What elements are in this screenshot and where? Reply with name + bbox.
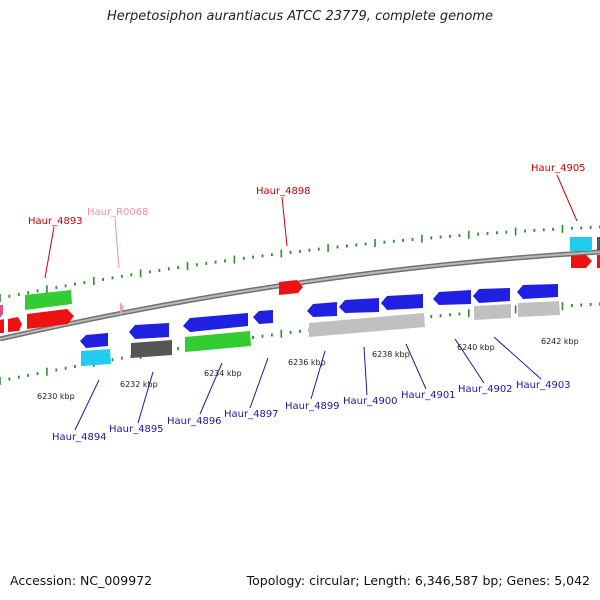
gene-haur-4895-arrow[interactable] — [129, 323, 169, 339]
gene-haur-4903[interactable] — [518, 301, 560, 317]
gene-haur-4896-arrow[interactable] — [183, 313, 248, 332]
gene-red-left-tiny[interactable] — [0, 319, 4, 333]
gene-pink-left[interactable] — [0, 305, 3, 318]
gene-label-haur-4897[interactable]: Haur_4897 — [224, 409, 279, 420]
gene-haur-4896[interactable] — [185, 331, 251, 352]
gene-haur-4894[interactable] — [81, 349, 111, 366]
gene-label-haur-4900[interactable]: Haur_4900 — [343, 396, 398, 407]
gene-haur-4900[interactable] — [339, 298, 379, 313]
scale-label: 6238 kbp — [372, 350, 410, 359]
scale-label: 6236 kbp — [288, 358, 326, 367]
gene-label-haur-4902[interactable]: Haur_4902 — [458, 384, 513, 395]
gene-haur-4905-cyan[interactable] — [570, 237, 592, 251]
scale-label: 6242 kbp — [541, 337, 579, 346]
scale-label: 6240 kbp — [457, 343, 495, 352]
scale-label: 6232 kbp — [120, 380, 158, 389]
gene-haur-4901[interactable] — [381, 294, 423, 310]
gene-haur-4903-arrow[interactable] — [517, 284, 558, 299]
gene-label-haur-4899[interactable]: Haur_4899 — [285, 401, 340, 412]
top-gene-labels: Haur_4893 Haur_R0068 Haur_4898 Haur_4905 — [28, 163, 586, 227]
gene-label-haur-4894[interactable]: Haur_4894 — [52, 432, 107, 443]
gene-haur-4902[interactable] — [474, 304, 511, 320]
gene-red-left-small[interactable] — [8, 317, 22, 332]
map-title: Herpetosiphon aurantiacus ATCC 23779, co… — [106, 9, 494, 24]
gene-label-haur-4905[interactable]: Haur_4905 — [531, 163, 586, 174]
gene-gray-4899-4901[interactable] — [309, 313, 425, 337]
top-label-leaders — [44, 174, 578, 279]
gene-haur-4905[interactable] — [571, 255, 592, 268]
outer-tick-track — [0, 224, 600, 302]
gene-haur-4893[interactable] — [27, 309, 74, 329]
gene-haur-4897[interactable] — [253, 310, 273, 324]
gene-haur-4899[interactable] — [307, 302, 337, 317]
gene-haur-4902-arrow[interactable] — [473, 288, 510, 303]
gene-haur-4898[interactable] — [279, 280, 303, 295]
accession-text: Accession: NC_009972 — [10, 573, 153, 588]
reverse-strand-features — [80, 284, 560, 366]
scale-labels: 6230 kbp 6232 kbp 6234 kbp 6236 kbp 6238… — [37, 337, 579, 401]
gene-label-haur-4893[interactable]: Haur_4893 — [28, 216, 83, 227]
scale-label: 6234 kbp — [204, 369, 242, 378]
gene-label-haur-4895[interactable]: Haur_4895 — [109, 424, 164, 435]
gene-label-haur-r0068[interactable]: Haur_R0068 — [87, 207, 149, 218]
scale-label: 6230 kbp — [37, 392, 75, 401]
gene-haur-4893-green[interactable] — [25, 290, 72, 310]
genome-summary-text: Topology: circular; Length: 6,346,587 bp… — [246, 573, 590, 588]
forward-strand-features — [0, 237, 600, 333]
bottom-gene-labels: Haur_4894 Haur_4895 Haur_4896 Haur_4897 … — [52, 380, 571, 443]
gene-blue-4902a[interactable] — [433, 290, 471, 305]
gene-label-haur-4901[interactable]: Haur_4901 — [401, 390, 456, 401]
gene-label-haur-4896[interactable]: Haur_4896 — [167, 416, 222, 427]
gene-right-edge-gray[interactable] — [597, 237, 600, 250]
gene-label-haur-4903[interactable]: Haur_4903 — [516, 380, 571, 391]
bottom-label-leaders — [74, 336, 542, 431]
gene-label-haur-4898[interactable]: Haur_4898 — [256, 186, 311, 197]
gene-haur-4894-arrow[interactable] — [80, 333, 108, 348]
gene-haur-r0068[interactable] — [120, 302, 124, 316]
gene-right-edge-red[interactable] — [597, 255, 600, 268]
gene-haur-4895[interactable] — [131, 340, 172, 358]
